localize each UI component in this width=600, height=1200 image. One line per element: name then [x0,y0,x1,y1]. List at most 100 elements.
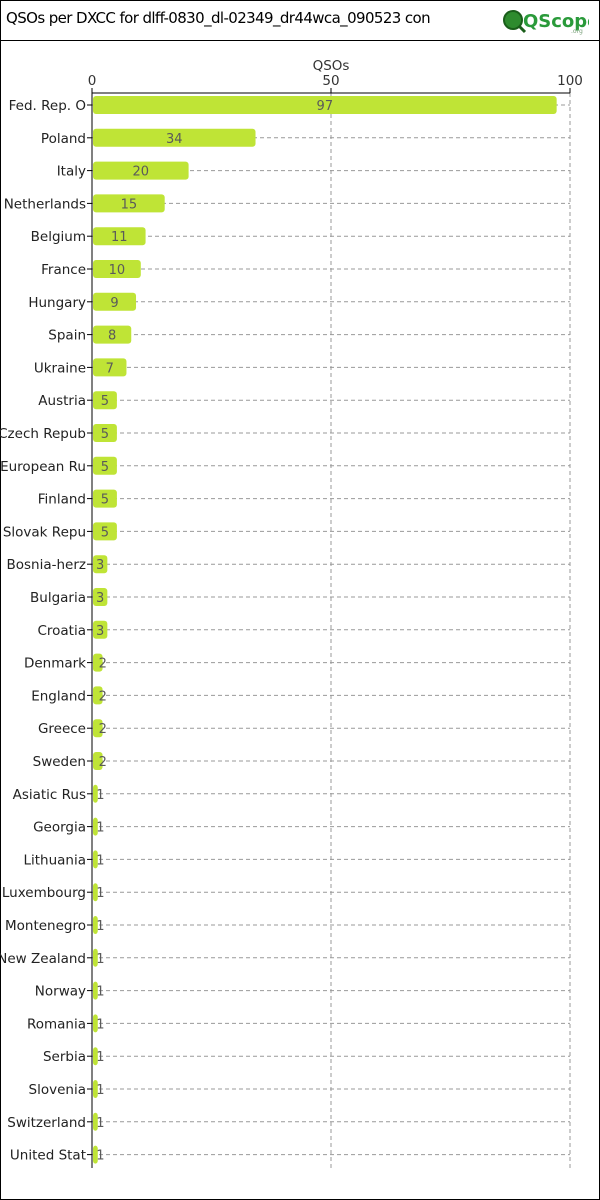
bar [93,850,98,869]
bar-value-label: 3 [96,624,104,639]
category-label: European Ru [0,459,86,475]
bar [93,883,98,902]
bar [93,227,146,246]
bar-value-label: 1 [96,952,104,967]
bar-value-label: 1 [96,1149,104,1164]
category-label: Denmark [24,656,86,672]
category-label: Hungary [28,295,86,311]
category-label: Norway [35,984,86,1000]
bar [93,981,98,1000]
bar-value-label: 1 [96,886,104,901]
bar-value-label: 5 [101,394,109,409]
bar-value-label: 1 [96,1050,104,1065]
category-label: Montenegro [5,918,86,934]
x-tick-label: 100 [557,73,583,89]
bar [93,1014,98,1033]
bar-value-label: 1 [96,821,104,836]
category-label: Serbia [43,1049,86,1065]
category-label: Romania [27,1016,86,1032]
category-label: Fed. Rep. O [9,98,86,114]
logo-text: QScope [523,11,589,32]
category-label: United Stat [10,1148,86,1164]
bar-value-label: 1 [96,788,104,803]
bar [93,1145,98,1164]
bar [93,128,256,147]
bar-value-label: 3 [96,558,104,573]
bar [93,588,108,606]
category-label: Belgium [31,229,86,245]
bar-value-label: 11 [111,230,128,245]
bar [93,752,103,770]
category-label: Georgia [33,820,86,836]
category-label: Lithuania [23,852,86,868]
bar-value-label: 1 [96,985,104,1000]
bar [93,522,117,541]
bar [93,719,103,738]
bar-value-label: 1 [96,1116,104,1131]
bar-value-label: 7 [106,361,114,376]
qscope-logo: QScope .org [503,10,589,35]
bar [93,96,557,114]
bar [93,817,98,836]
category-label: France [41,262,86,278]
bar-value-label: 2 [99,722,107,737]
category-label: Croatia [37,623,86,639]
category-label: New Zealand [0,951,86,967]
bar [93,784,98,803]
x-tick-label: 0 [88,73,97,89]
x-axis-label: QSOs [313,58,350,74]
category-label: Netherlands [4,196,86,212]
category-label: Asiatic Rus [13,787,86,803]
category-label: Switzerland [7,1115,86,1131]
bar-value-label: 5 [101,460,109,475]
category-label: Italy [57,164,86,180]
bar [93,916,98,934]
magnifier-icon [503,10,523,30]
bar-value-label: 1 [96,1017,104,1032]
bar-value-label: 34 [166,132,183,147]
bar [93,161,189,180]
bar [93,686,103,705]
bar [93,391,117,410]
bar [93,194,165,213]
bar-value-label: 1 [96,1083,104,1098]
category-label: Slovenia [29,1082,86,1098]
bar-value-label: 2 [99,689,107,704]
bar [93,653,103,672]
bar [93,1080,98,1098]
bar [93,456,117,475]
bar [93,424,117,442]
bar-value-label: 10 [109,263,126,278]
bar-value-label: 5 [101,525,109,540]
category-label: Bulgaria [30,590,86,606]
bar [93,489,117,508]
bar-value-label: 15 [121,197,138,212]
chart-title: QSOs per DXCC for dlff-0830_dl-02349_dr4… [6,9,431,27]
category-label: Austria [38,393,86,409]
bar-value-label: 8 [108,329,116,344]
bar [93,325,132,344]
bar-value-label: 1 [96,919,104,934]
bar [93,948,98,967]
category-label: Spain [48,328,86,344]
bar-value-label: 2 [99,657,107,672]
category-label: Ukraine [34,360,86,376]
category-label: Bosnia-herz [6,557,86,573]
category-label: England [31,688,86,704]
category-label: Finland [38,492,86,508]
bar [93,1047,98,1066]
bar-value-label: 1 [96,853,104,868]
bar-value-label: 9 [110,296,118,311]
bar-value-label: 97 [317,99,334,114]
bar-value-label: 5 [101,427,109,442]
bar-value-label: 3 [96,591,104,606]
bar [93,555,108,574]
logo-suffix: .org [571,28,583,35]
bar [93,292,137,311]
category-label: Czech Repub [0,426,86,442]
bar [93,1112,98,1131]
category-label: Poland [41,131,86,147]
x-tick-label: 50 [322,73,339,89]
bar [93,260,141,278]
